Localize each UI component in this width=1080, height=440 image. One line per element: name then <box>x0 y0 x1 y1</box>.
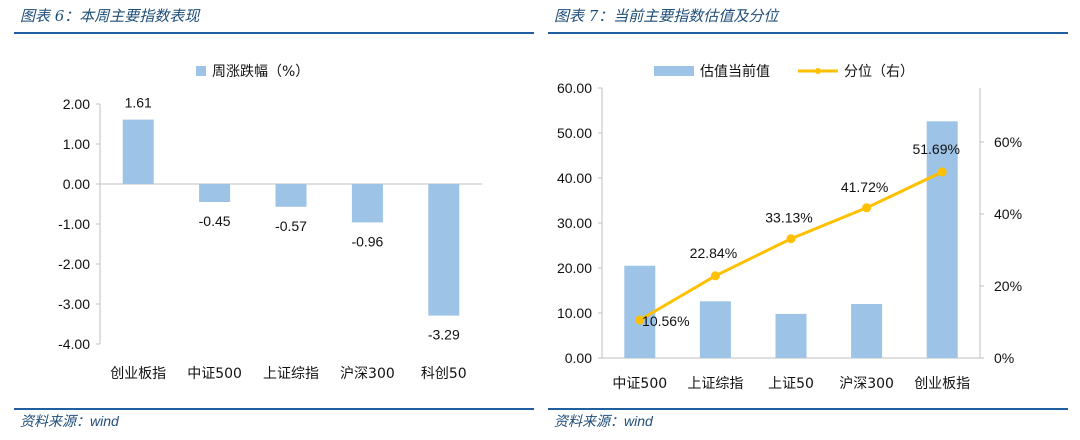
percentile-point <box>786 234 796 244</box>
bar-沪深300 <box>851 304 883 358</box>
x-category-label: 创业板指 <box>914 376 970 392</box>
valuation-chart: 估值当前值 分位（右） 60.00 50.00 40.00 30.00 20.00 10.00… <box>557 63 1022 392</box>
percentile-label: 51.69% <box>912 141 959 157</box>
legend-marker-percentile <box>815 68 821 74</box>
source-prefix: 资料来源： <box>554 414 624 430</box>
x-category-label: 沪深300 <box>839 376 894 392</box>
source-note: 资料来源：wind <box>554 411 653 431</box>
y-tick-label: -1.00 <box>58 216 90 232</box>
data-label: -3.29 <box>428 327 460 343</box>
y-left-tick-label: 0.00 <box>565 350 592 366</box>
x-category-label: 中证500 <box>187 366 242 382</box>
x-category-label: 上证50 <box>768 376 814 392</box>
top-rule <box>14 32 534 34</box>
data-label: -0.57 <box>275 218 307 234</box>
percentile-point <box>710 271 720 281</box>
y-tick-label: -2.00 <box>58 256 90 272</box>
percentile-label: 10.56% <box>642 313 689 329</box>
y-right-tick-label: 40% <box>994 206 1022 222</box>
bar-科创50 <box>428 184 460 316</box>
bar-上证综指 <box>699 301 731 358</box>
source-prefix: 资料来源： <box>20 414 90 430</box>
y-left-tick-label: 10.00 <box>557 305 592 321</box>
data-label: -0.96 <box>351 233 383 249</box>
y-left-tick-label: 30.00 <box>557 215 592 231</box>
bottom-rule <box>548 408 1068 410</box>
y-right-tick-label: 20% <box>994 278 1022 294</box>
bar-中证500 <box>624 265 656 358</box>
source-name: wind <box>624 413 653 429</box>
bar-上证综指 <box>275 184 307 207</box>
source-name: wind <box>90 413 119 429</box>
x-category-label: 科创50 <box>421 366 467 382</box>
y-tick-label: -3.00 <box>58 296 90 312</box>
percentile-line <box>639 170 943 322</box>
x-category-label: 创业板指 <box>110 366 166 382</box>
legend-swatch-weekly-change <box>196 66 206 76</box>
x-category-label: 沪深300 <box>340 366 395 382</box>
percentile-point <box>937 167 947 177</box>
percentile-label: 41.72% <box>841 179 888 195</box>
y-right-tick-label: 0% <box>994 350 1014 366</box>
y-left-tick-label: 60.00 <box>557 80 592 96</box>
bar-沪深300 <box>351 184 383 223</box>
figure-title: 图表 6：本周主要指数表现 <box>20 7 200 25</box>
x-category-label: 上证综指 <box>687 376 743 392</box>
y-tick-label: 2.00 <box>63 96 90 112</box>
bar-创业板指 <box>926 121 958 358</box>
y-right-tick-label: 60% <box>994 134 1022 150</box>
bar-上证50 <box>775 313 807 358</box>
data-label: 1.61 <box>125 95 152 111</box>
chart-panel-valuation: 图表 7：当前主要指数估值及分位 估值当前值 分位（右） 60.00 50.00 40.… <box>548 0 1068 440</box>
figure-title: 图表 7：当前主要指数估值及分位 <box>554 7 779 25</box>
percentile-label: 22.84% <box>690 245 737 261</box>
x-category-label: 中证500 <box>612 376 667 392</box>
bar-中证500 <box>199 184 231 202</box>
y-tick-label: -4.00 <box>58 336 90 352</box>
chart-panel-weekly-performance: 图表 6：本周主要指数表现 周涨跌幅（%） 2.00 1.00 0.00 -1.00 -2… <box>14 0 534 440</box>
percentile-label: 33.13% <box>765 210 812 226</box>
y-left-tick-label: 50.00 <box>557 125 592 141</box>
top-rule <box>548 32 1068 34</box>
percentile-point <box>862 203 872 213</box>
bar-创业板指 <box>122 119 154 184</box>
legend-label-percentile: 分位（右） <box>844 64 914 80</box>
bottom-rule <box>14 408 534 410</box>
data-label: -0.45 <box>199 213 231 229</box>
y-tick-label: 0.00 <box>63 176 90 192</box>
y-left-tick-label: 40.00 <box>557 170 592 186</box>
weekly-performance-chart: 周涨跌幅（%） 2.00 1.00 0.00 -1.00 -2.00 -3.00 -4.00 1… <box>58 64 482 382</box>
percentile-point <box>635 315 645 325</box>
legend-label-weekly-change: 周涨跌幅（%） <box>212 64 309 80</box>
source-note: 资料来源：wind <box>20 411 119 431</box>
y-tick-label: 1.00 <box>63 136 90 152</box>
x-category-label: 上证综指 <box>263 366 319 382</box>
legend-swatch-valuation <box>654 66 694 76</box>
y-left-tick-label: 20.00 <box>557 260 592 276</box>
legend-label-valuation: 估值当前值 <box>700 63 770 80</box>
